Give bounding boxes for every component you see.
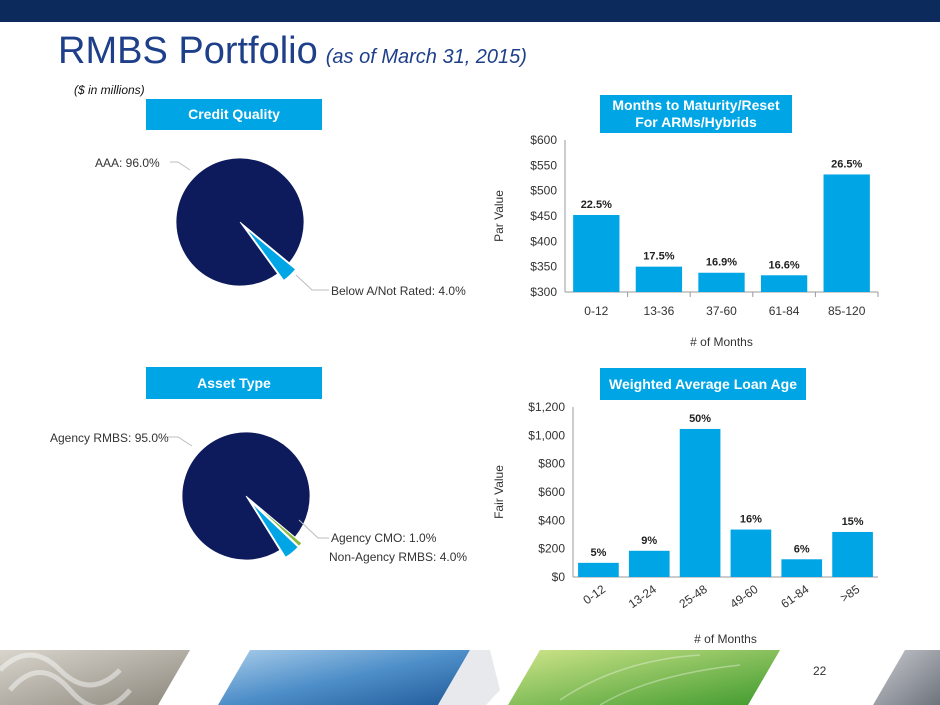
bar-data-label: 50%	[689, 413, 711, 425]
sky-image	[218, 650, 470, 705]
bar	[578, 562, 619, 577]
pie-label: Agency CMO: 1.0%	[331, 531, 437, 545]
leader-line	[170, 161, 191, 171]
pie-slice	[181, 431, 311, 561]
bar-data-label: 17.5%	[643, 251, 674, 263]
y-tick-label: $350	[530, 260, 557, 274]
credit-quality-header: Credit Quality	[146, 99, 322, 130]
y-tick-label: $1,200	[528, 400, 565, 414]
x-axis-label: # of Months	[690, 335, 753, 349]
leader-line	[298, 519, 329, 539]
rope-image	[0, 650, 190, 705]
page-number: 22	[813, 664, 827, 678]
y-tick-label: $0	[552, 570, 566, 584]
leader-line	[295, 274, 329, 291]
bar-data-label: 15%	[842, 516, 864, 528]
bar-data-label: 16%	[740, 514, 762, 526]
bar	[781, 559, 823, 577]
bar-data-label: 6%	[794, 543, 810, 555]
bar	[730, 529, 772, 577]
bar-data-label: 9%	[641, 535, 657, 547]
x-tick-label: 13-24	[626, 582, 659, 611]
pie-label: Non-Agency RMBS: 4.0%	[329, 550, 467, 564]
pie-slice	[251, 502, 299, 558]
grey-wedge	[438, 650, 500, 705]
y-tick-label: $400	[538, 513, 565, 527]
bar	[832, 531, 873, 577]
grey-image	[873, 650, 940, 705]
title-text: RMBS Portfolio	[58, 30, 318, 72]
x-tick-label: 61-84	[769, 304, 800, 318]
top-banner	[0, 0, 940, 22]
months-maturity-header: Months to Maturity/Reset For ARMs/Hybrid…	[600, 95, 792, 133]
x-tick-label: 0-12	[580, 582, 608, 607]
x-axis-label: # of Months	[694, 632, 757, 646]
y-tick-label: $600	[538, 485, 565, 499]
y-tick-label: $550	[530, 158, 557, 172]
bar-data-label: 16.9%	[706, 257, 737, 269]
pie-label: Below A/Not Rated: 4.0%	[331, 284, 466, 298]
y-tick-label: $1,000	[528, 428, 565, 442]
pie-slice	[175, 157, 305, 287]
x-tick-label: 85-120	[828, 304, 866, 318]
bar	[698, 272, 745, 292]
y-tick-label: $800	[538, 457, 565, 471]
pie-label: Agency RMBS: 95.0%	[50, 431, 169, 445]
bar	[823, 174, 870, 292]
page-title: RMBS Portfolio (as of March 31, 2015)	[58, 30, 527, 73]
x-tick-label: 37-60	[706, 304, 737, 318]
y-tick-label: $400	[530, 234, 557, 248]
leaf-texture	[559, 654, 741, 705]
pie-slice	[252, 501, 303, 547]
y-tick-label: $600	[530, 133, 557, 147]
loan-age-header: Weighted Average Loan Age	[600, 368, 806, 400]
leader-line	[168, 436, 193, 447]
units-note: ($ in millions)	[74, 83, 145, 97]
y-tick-label: $500	[530, 184, 557, 198]
title-date: (as of March 31, 2015)	[325, 46, 527, 68]
x-tick-label: 25-48	[677, 582, 710, 611]
leaf-image	[508, 650, 780, 705]
y-tick-label: $200	[538, 542, 565, 556]
bar	[573, 214, 620, 292]
bar	[760, 275, 808, 292]
bar-data-label: 26.5%	[831, 158, 862, 170]
bar-data-label: 16.6%	[768, 259, 799, 271]
x-tick-label: 13-36	[644, 304, 675, 318]
y-axis-label: Par Value	[492, 190, 506, 242]
y-tick-label: $300	[530, 285, 557, 299]
asset-type-header: Asset Type	[146, 367, 322, 399]
bar-data-label: 22.5%	[581, 199, 612, 211]
pie-slice	[245, 228, 297, 281]
x-tick-label: 49-60	[727, 582, 760, 611]
x-tick-label: 61-84	[778, 582, 811, 611]
x-tick-label: 0-12	[584, 304, 608, 318]
bar	[628, 550, 670, 577]
bar	[635, 266, 683, 292]
y-tick-label: $450	[530, 209, 557, 223]
footer-image-strip	[0, 650, 940, 705]
pie-label: AAA: 96.0%	[95, 156, 160, 170]
x-tick-label: >85	[838, 582, 863, 605]
bar-data-label: 5%	[590, 547, 606, 559]
y-axis-label: Fair Value	[492, 465, 506, 519]
bar	[679, 428, 721, 577]
